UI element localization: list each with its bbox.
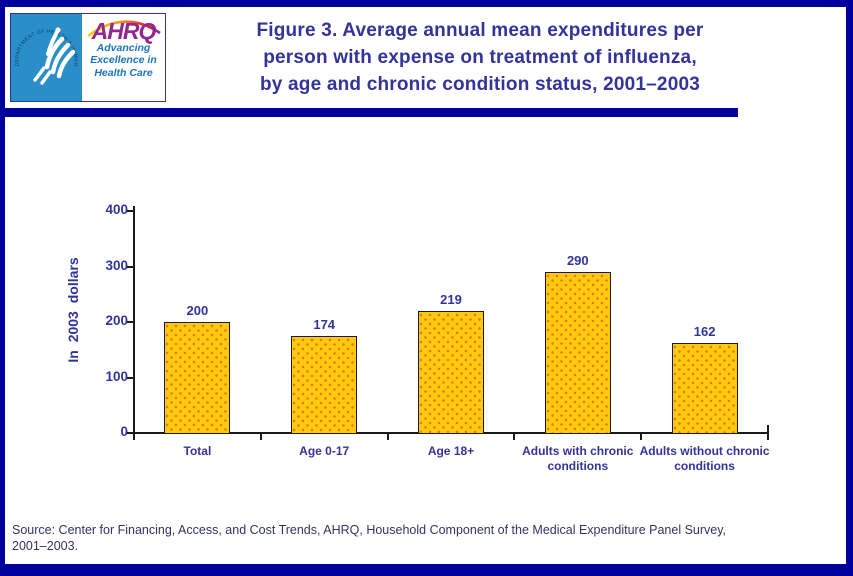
bar <box>291 336 358 433</box>
figure-title: Figure 3. Average annual mean expenditur… <box>168 17 792 98</box>
y-tick <box>127 210 134 212</box>
source-note-line: 2001–2003. <box>12 539 79 553</box>
y-tick-label: 300 <box>105 257 128 273</box>
figure-title-line: person with expense on treatment of infl… <box>263 47 697 68</box>
y-tick <box>127 321 134 323</box>
bar <box>418 311 484 433</box>
ahrq-hhs-logo: DEPARTMENT OF HEALTH & HUMAN SERVICES · … <box>10 13 166 102</box>
bar-value-label: 162 <box>693 324 716 339</box>
y-tick-label: 100 <box>105 368 128 384</box>
bar-value-label: 290 <box>566 253 589 268</box>
x-tick <box>259 432 262 440</box>
x-axis-line <box>133 432 769 434</box>
y-tick <box>127 432 134 434</box>
x-tick <box>767 432 769 440</box>
ahrq-wordmark: AHRQ <box>91 18 157 44</box>
figure-title-line: by age and chronic condition status, 200… <box>259 74 700 95</box>
hhs-seal: DEPARTMENT OF HEALTH & HUMAN SERVICES · … <box>11 14 82 101</box>
category-label: Adults with chronic conditions <box>522 444 634 473</box>
category-label: Total <box>183 444 212 458</box>
bar <box>164 322 231 433</box>
y-tick-label: 400 <box>105 202 128 217</box>
y-axis-line <box>133 206 135 434</box>
bar-value-label: 174 <box>313 317 336 332</box>
category-label: Age 0-17 <box>299 444 350 458</box>
x-tick <box>386 432 389 440</box>
y-tick <box>127 265 134 268</box>
rainbow-arc-icon <box>86 20 161 37</box>
y-tick <box>127 376 134 379</box>
bar-value-label: 219 <box>440 292 462 307</box>
category-label: Adults without chronic conditions <box>639 444 770 473</box>
ahrq-tagline: Advancing Excellence in Health Care <box>90 42 157 79</box>
tagline-line: Excellence in <box>90 54 157 67</box>
page-border-top <box>0 0 853 7</box>
source-note-line: Source: Center for Financing, Access, an… <box>12 523 727 537</box>
y-tick-label: 200 <box>105 313 128 328</box>
tagline-line: Health Care <box>94 66 153 79</box>
x-tick <box>767 425 769 433</box>
y-tick-label: 0 <box>120 424 128 439</box>
tagline-line: Advancing <box>96 42 151 54</box>
bar <box>671 343 738 433</box>
source-note: Source: Center for Financing, Access, an… <box>12 522 840 554</box>
page-border-left <box>0 0 5 576</box>
ahrq-logo-panel: AHRQ Advancing Excellence in Health Care <box>82 14 165 101</box>
page-border-right <box>846 0 853 576</box>
header-divider-bar <box>0 108 738 117</box>
x-tick <box>513 432 516 440</box>
bar <box>544 272 611 433</box>
hhs-eagle-icon: DEPARTMENT OF HEALTH & HUMAN SERVICES · … <box>11 14 78 85</box>
page-border-bottom <box>0 564 853 576</box>
figure-title-line: Figure 3. Average annual mean expenditur… <box>256 20 704 41</box>
bar-value-label: 200 <box>186 303 209 318</box>
category-label: Age 18+ <box>427 444 475 458</box>
x-tick <box>133 432 135 440</box>
y-axis-label: In 2003 dollars <box>65 257 81 363</box>
x-tick <box>640 432 643 440</box>
